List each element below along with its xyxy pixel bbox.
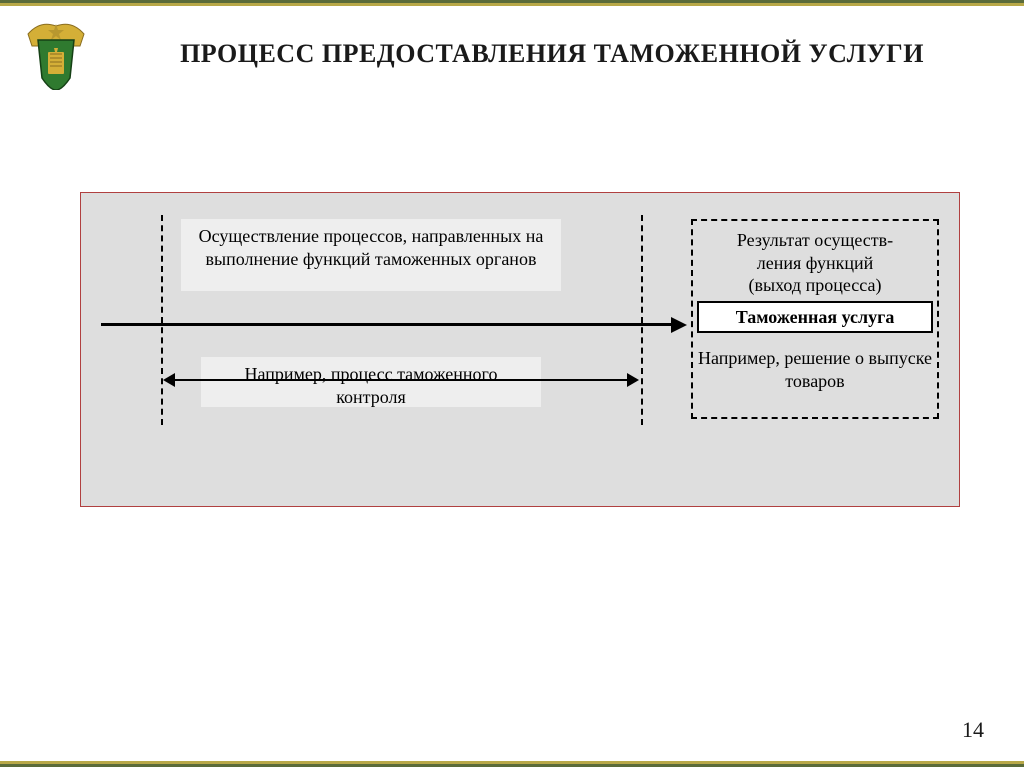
- timeline-axis: [101, 323, 671, 326]
- customs-service-box: Таможенная услуга: [697, 301, 933, 333]
- result-group-box: Результат осуществ- ления функций (выход…: [691, 219, 939, 419]
- range-double-arrow: [175, 379, 627, 381]
- slide-title: ПРОЦЕСС ПРЕДОСТАВЛЕНИЯ ТАМОЖЕННОЙ УСЛУГИ: [120, 36, 984, 71]
- top-decorative-border: [0, 0, 1024, 6]
- result-description-line3: (выход процесса): [749, 275, 882, 295]
- timeline-arrowhead-icon: [671, 317, 687, 333]
- process-description-box: Осуществление процессов, направленных на…: [181, 219, 561, 291]
- page-number: 14: [962, 717, 984, 743]
- vertical-dash-left: [161, 215, 163, 425]
- diagram-panel: Осуществление процессов, направленных на…: [80, 192, 960, 507]
- result-description: Результат осуществ- ления функций (выход…: [697, 225, 933, 295]
- result-description-line2: ления функций: [757, 253, 874, 273]
- result-description-line1: Результат осуществ-: [737, 230, 893, 250]
- customs-emblem-icon: [24, 18, 88, 90]
- process-example-box: Например, процесс таможенного контроля: [201, 357, 541, 407]
- result-example: Например, решение о выпуске товаров: [697, 343, 933, 393]
- bottom-decorative-border: [0, 761, 1024, 767]
- vertical-dash-right: [641, 215, 643, 425]
